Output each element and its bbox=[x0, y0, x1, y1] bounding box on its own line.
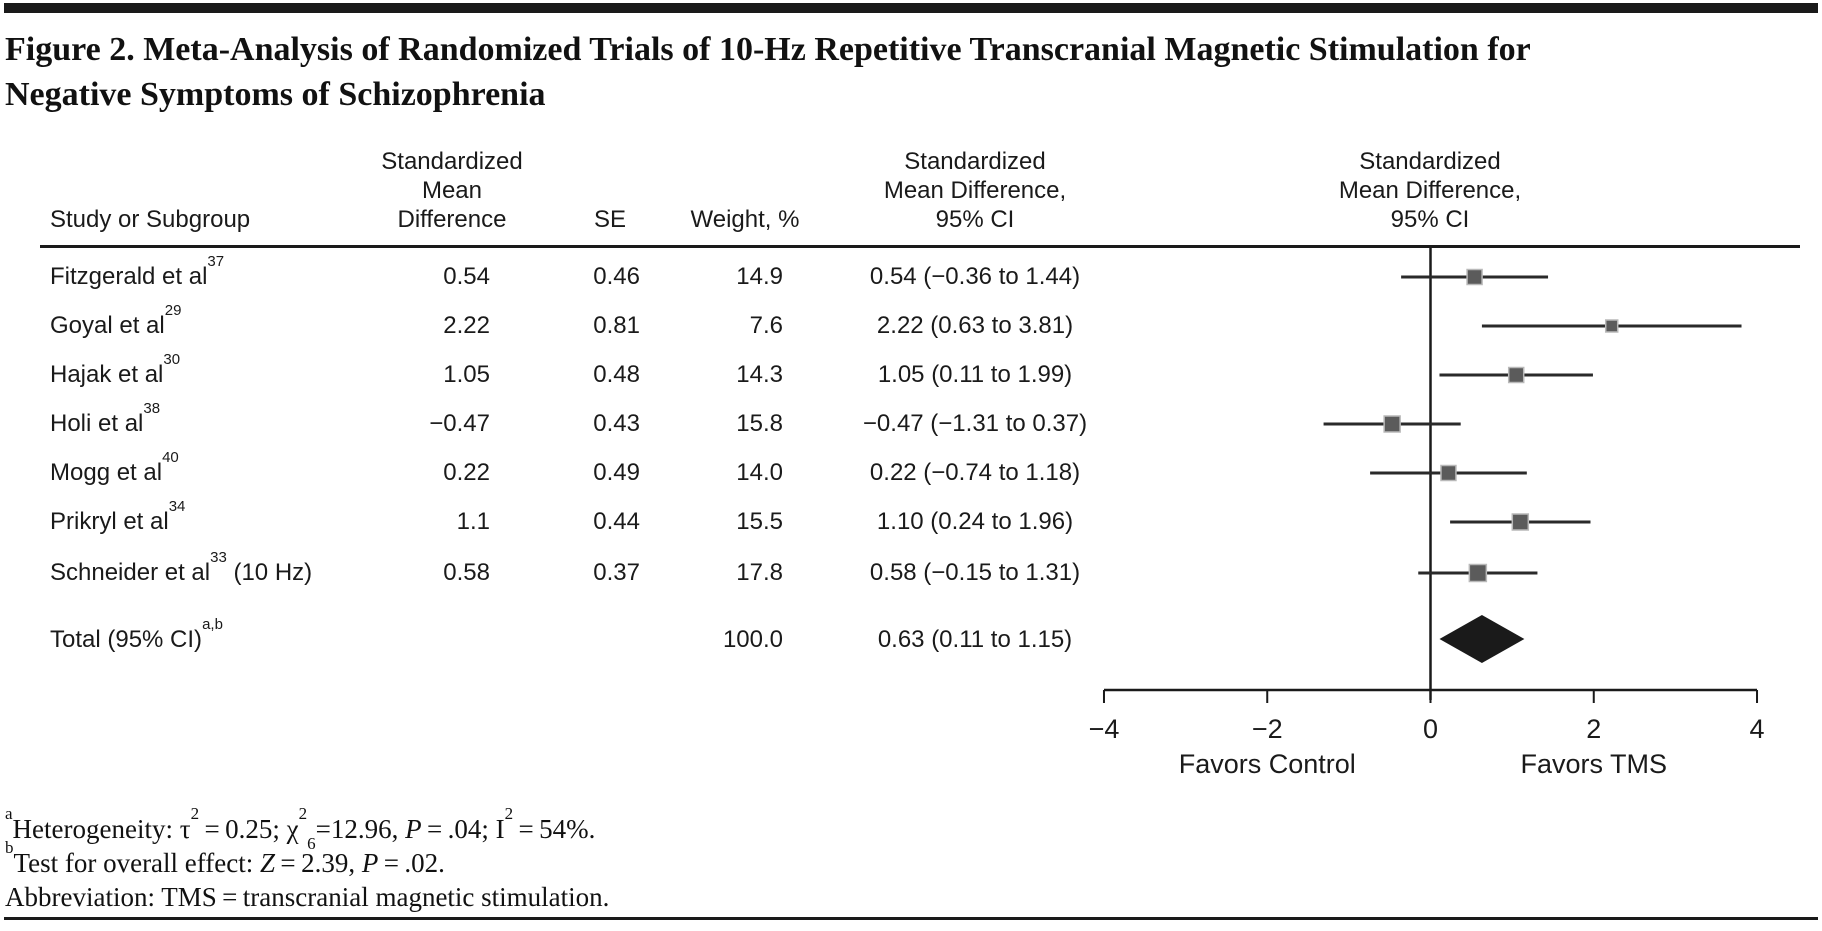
study-cell: Prikryl et al34 bbox=[50, 498, 186, 535]
study-cell: Holi et al38 bbox=[50, 400, 161, 437]
x-axis-tick-label: 4 bbox=[1750, 714, 1765, 744]
ci-cell: 0.54 (−0.36 to 1.44) bbox=[869, 263, 1081, 290]
ci-cell: −0.47 (−1.31 to 0.37) bbox=[862, 410, 1088, 437]
ci-cell: 2.22 (0.63 to 3.81) bbox=[876, 312, 1074, 339]
x-axis-tick-label: 0 bbox=[1423, 714, 1438, 744]
weight-cell: 7.6 bbox=[749, 312, 783, 339]
footnotes: aHeterogeneity: τ2 = 0.25; χ26=12.96, P … bbox=[5, 804, 610, 914]
effect-square bbox=[1511, 513, 1530, 531]
footnote-b: bTest for overall effect: Z = 2.39, P = … bbox=[5, 838, 445, 878]
smd-cell: 2.22 bbox=[443, 312, 490, 339]
se-cell: 0.49 bbox=[593, 459, 640, 486]
study-cell: Fitzgerald et al37 bbox=[50, 253, 225, 290]
total-diamond bbox=[1439, 615, 1525, 663]
x-axis-tick-label: 2 bbox=[1586, 714, 1601, 744]
favors-tms-label: Favors TMS bbox=[1520, 749, 1667, 779]
effect-square bbox=[1466, 268, 1483, 286]
figure-title: Figure 2. Meta-Analysis of Randomized Tr… bbox=[5, 31, 1531, 113]
se-cell: 0.37 bbox=[593, 559, 640, 586]
col-header-ci-plot: Standardized Mean Difference, 95% CI bbox=[1338, 148, 1522, 233]
total-label: Total (95% CI)a,b bbox=[50, 616, 223, 653]
smd-cell: 0.22 bbox=[443, 459, 490, 486]
study-cell: Goyal et al29 bbox=[50, 302, 182, 339]
ci-cell: 1.10 (0.24 to 1.96) bbox=[876, 508, 1074, 535]
favors-control-label: Favors Control bbox=[1179, 749, 1356, 779]
effect-square bbox=[1468, 563, 1488, 583]
effect-square bbox=[1507, 366, 1525, 384]
col-header-se: SE bbox=[593, 206, 626, 233]
table-header-rule bbox=[40, 245, 1800, 248]
se-cell: 0.81 bbox=[593, 312, 640, 339]
effect-square bbox=[1604, 319, 1619, 333]
se-cell: 0.46 bbox=[593, 263, 640, 290]
weight-cell: 14.0 bbox=[736, 459, 783, 486]
se-cell: 0.44 bbox=[593, 508, 640, 535]
smd-cell: −0.47 bbox=[429, 410, 490, 437]
weight-cell: 15.8 bbox=[736, 410, 783, 437]
se-cell: 0.48 bbox=[593, 361, 640, 388]
ci-cell: 1.05 (0.11 to 1.99) bbox=[877, 361, 1073, 388]
smd-cell: 0.54 bbox=[443, 263, 490, 290]
smd-cell: 0.58 bbox=[443, 559, 490, 586]
smd-cell: 1.05 bbox=[443, 361, 490, 388]
col-header-study: Study or Subgroup bbox=[50, 206, 251, 233]
smd-cell: 1.1 bbox=[456, 508, 490, 535]
se-cell: 0.43 bbox=[593, 410, 640, 437]
ci-cell: 0.58 (−0.15 to 1.31) bbox=[869, 559, 1081, 586]
x-axis-tick-label: −4 bbox=[1089, 714, 1120, 744]
ci-cell: 0.22 (−0.74 to 1.18) bbox=[869, 459, 1081, 486]
weight-cell: 17.8 bbox=[736, 559, 783, 586]
x-axis-tick-label: −2 bbox=[1252, 714, 1283, 744]
total-ci-cell: 0.63 (0.11 to 1.15) bbox=[877, 626, 1073, 653]
bottom-rule bbox=[4, 917, 1818, 920]
col-header-ci-text: Standardized Mean Difference, 95% CI bbox=[883, 148, 1067, 233]
weight-cell: 14.3 bbox=[736, 361, 783, 388]
effect-square bbox=[1440, 464, 1457, 482]
study-cell: Mogg et al40 bbox=[50, 449, 179, 486]
weight-cell: 14.9 bbox=[736, 263, 783, 290]
col-header-smd: Standardized Mean Difference bbox=[381, 148, 523, 233]
study-cell: Hajak et al30 bbox=[50, 351, 181, 388]
col-header-weight: Weight, % bbox=[690, 206, 800, 233]
footnote-a: aHeterogeneity: τ2 = 0.25; χ26=12.96, P … bbox=[5, 804, 596, 854]
total-weight-cell: 100.0 bbox=[722, 626, 783, 653]
top-rule bbox=[4, 3, 1818, 13]
effect-square bbox=[1383, 415, 1401, 433]
footnote-abbrev: Abbreviation: TMS = transcranial magneti… bbox=[5, 882, 610, 912]
weight-cell: 15.5 bbox=[736, 508, 783, 535]
study-cell: Schneider et al33 (10 Hz) bbox=[50, 549, 313, 586]
